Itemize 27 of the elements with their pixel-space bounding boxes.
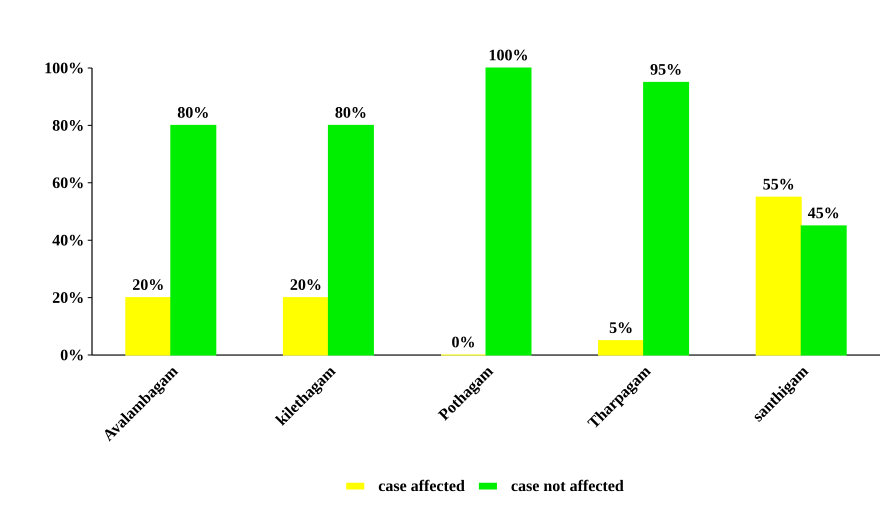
data-label: 55% [763, 178, 794, 190]
legend-label: case not affected [512, 480, 624, 492]
y-tick-label: 40% [52, 234, 83, 246]
bar [598, 340, 644, 356]
bar [125, 297, 172, 356]
bar [170, 124, 216, 356]
data-label: 45% [808, 207, 838, 218]
data-label: 95% [650, 64, 681, 75]
y-tick-label: 0% [60, 350, 83, 360]
y-tick-label: 60% [52, 177, 83, 188]
bar [486, 68, 532, 356]
legend-label: case affected [378, 480, 465, 492]
data-label: 20% [290, 279, 320, 290]
y-tick-label: 20% [52, 292, 83, 304]
bar [756, 196, 802, 356]
y-tick-label: 80% [52, 120, 83, 131]
data-label: 100% [490, 50, 527, 60]
y-tick-label: 100% [45, 62, 83, 74]
data-label: 20% [132, 279, 163, 290]
bar [643, 82, 690, 356]
data-label: 5% [610, 322, 632, 334]
data-label: 80% [178, 107, 208, 118]
bar [328, 124, 374, 356]
data-label: 80% [335, 107, 366, 118]
bar [800, 225, 847, 356]
bar [282, 297, 329, 356]
data-label: 0% [452, 336, 474, 348]
